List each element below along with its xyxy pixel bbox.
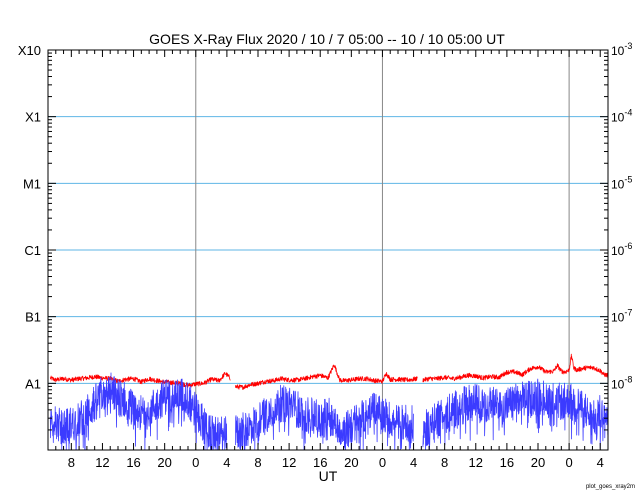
x-tick-label: 12 bbox=[95, 455, 109, 470]
label-layer: 8 12 16 20 0 4 8 12 16 20 0 4 8 12 16 20 0 4 X10 X1 M1 C1 B1 A1… bbox=[18, 41, 633, 470]
x-tick-label: 0 bbox=[565, 455, 572, 470]
x-tick-label: 4 bbox=[410, 455, 417, 470]
x-axis-label: UT bbox=[319, 468, 338, 484]
tick-layer bbox=[47, 50, 609, 451]
left-axis-label: C1 bbox=[24, 243, 41, 258]
x-tick-label: 20 bbox=[344, 455, 358, 470]
left-axis-label: A1 bbox=[25, 376, 41, 391]
x-tick-label: 16 bbox=[126, 455, 140, 470]
x-tick-label: 4 bbox=[597, 455, 604, 470]
x-tick-label: 0 bbox=[192, 455, 199, 470]
x-tick-label: 16 bbox=[313, 455, 327, 470]
left-axis-label: X1 bbox=[25, 110, 41, 125]
x-tick-label: 20 bbox=[531, 455, 545, 470]
grid-layer bbox=[48, 50, 608, 450]
right-axis-label: 10-6 bbox=[611, 241, 632, 258]
x-tick-label: 0 bbox=[379, 455, 386, 470]
x-tick-label: 8 bbox=[441, 455, 448, 470]
x-tick-label: 16 bbox=[500, 455, 514, 470]
right-axis-label: 10-4 bbox=[611, 108, 632, 125]
x-tick-label: 8 bbox=[68, 455, 75, 470]
right-axis-label: 10-3 bbox=[611, 41, 632, 58]
series-layer bbox=[49, 353, 609, 451]
right-axis-label: 10-8 bbox=[611, 374, 632, 391]
x-tick-label: 20 bbox=[157, 455, 171, 470]
xray-long-series bbox=[49, 353, 609, 390]
chart-title: GOES X-Ray Flux 2020 / 10 / 7 05:00 -- 1… bbox=[149, 31, 505, 47]
xray-short-series bbox=[49, 372, 609, 451]
x-tick-label: 12 bbox=[469, 455, 483, 470]
left-axis-label: X10 bbox=[18, 43, 41, 58]
right-axis-label: 10-7 bbox=[611, 308, 632, 325]
right-axis-label: 10-5 bbox=[611, 174, 632, 191]
x-tick-label: 12 bbox=[282, 455, 296, 470]
footer-note: plot_goes_xray2m bbox=[586, 484, 635, 490]
x-tick-label: 8 bbox=[254, 455, 261, 470]
left-axis-label: B1 bbox=[25, 310, 41, 325]
left-axis-label: M1 bbox=[23, 176, 41, 191]
x-tick-label: 4 bbox=[223, 455, 230, 470]
